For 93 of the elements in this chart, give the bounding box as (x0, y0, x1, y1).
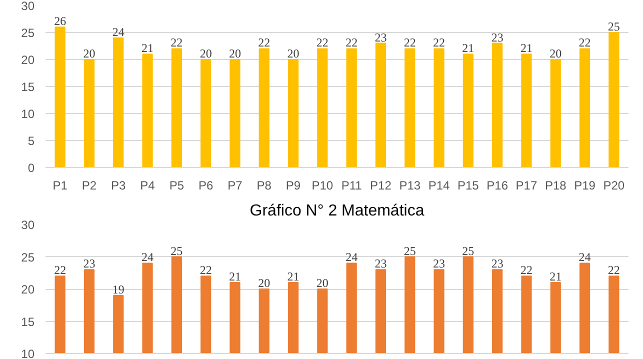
data-label: 20 (83, 46, 96, 60)
bar (608, 32, 620, 168)
data-label: 22 (346, 36, 358, 50)
data-label: 22 (200, 263, 212, 278)
y-tick-label: 5 (28, 134, 35, 148)
data-label: 24 (578, 250, 591, 264)
data-label: 22 (608, 263, 620, 278)
x-tick-label: P1 (52, 178, 68, 192)
data-label: 23 (374, 30, 387, 44)
x-tick-label: P3 (111, 178, 126, 192)
data-label: 20 (200, 46, 212, 60)
x-tick-label: P4 (140, 178, 156, 192)
data-label: 22 (170, 36, 183, 50)
x-tick-label: P17 (516, 178, 538, 192)
bar (579, 48, 590, 168)
data-label: 23 (433, 256, 446, 271)
bar (492, 42, 503, 168)
bar (142, 54, 153, 168)
data-label: 23 (491, 256, 504, 271)
data-label: 23 (374, 256, 387, 271)
x-tick-label: P12 (370, 178, 392, 192)
y-tick-label: 10 (21, 107, 35, 121)
y-tick-label: 15 (21, 80, 35, 94)
data-label: 25 (608, 20, 620, 34)
x-tick-label: P20 (603, 178, 625, 192)
y-tick-label: 10 (21, 347, 35, 359)
chart-title: Gráfico N° 2 Matemática (250, 202, 424, 220)
bar (171, 48, 182, 168)
bar (375, 42, 386, 168)
y-tick-label: 30 (21, 218, 35, 232)
y-tick-label: 0 (28, 161, 35, 175)
bar (434, 48, 444, 168)
x-tick-label: P15 (458, 178, 480, 192)
x-tick-label: P14 (428, 178, 450, 192)
bar (317, 48, 328, 168)
bar (258, 48, 270, 168)
data-label: 24 (346, 250, 358, 264)
data-label: 22 (316, 36, 328, 50)
bar (550, 59, 561, 168)
x-tick-label: P18 (544, 178, 567, 192)
data-label: 21 (520, 41, 532, 56)
y-tick-label: 20 (21, 53, 35, 67)
x-tick-label: P6 (198, 178, 214, 192)
x-tick-label: P2 (82, 178, 97, 192)
data-label: 23 (83, 256, 96, 271)
data-label: 19 (112, 282, 124, 296)
data-label: 22 (433, 36, 446, 50)
data-label: 22 (258, 36, 270, 50)
data-label: 22 (54, 263, 66, 278)
data-label: 20 (287, 46, 300, 60)
y-tick-label: 15 (21, 314, 35, 329)
x-tick-label: P7 (228, 178, 243, 192)
x-tick-label: P19 (574, 178, 596, 192)
x-tick-label: P9 (286, 178, 301, 192)
bar (404, 48, 416, 168)
x-tick-label: P5 (169, 178, 184, 192)
bar (113, 37, 124, 168)
bar (200, 59, 212, 168)
bar (346, 48, 357, 168)
y-tick-label: 25 (21, 26, 35, 40)
data-label: 20 (228, 46, 241, 60)
bar (288, 59, 299, 168)
data-label: 21 (142, 41, 154, 56)
x-tick-label: P8 (256, 178, 272, 192)
data-label: 25 (404, 244, 416, 258)
data-label: 23 (491, 30, 504, 44)
y-tick-label: 30 (21, 0, 35, 13)
data-label: 22 (404, 36, 416, 50)
data-label: 20 (258, 276, 270, 290)
data-label: 22 (520, 263, 532, 278)
bar (462, 54, 474, 168)
x-tick-label: P16 (486, 178, 508, 192)
data-label: 22 (578, 36, 591, 50)
y-tick-label: 20 (21, 282, 35, 296)
data-label: 21 (550, 270, 562, 284)
data-label: 24 (142, 250, 154, 264)
data-label: 20 (550, 46, 562, 60)
data-label: 25 (170, 244, 183, 258)
x-tick-label: P10 (312, 178, 334, 192)
x-tick-label: P11 (341, 178, 362, 192)
data-label: 26 (54, 14, 66, 28)
bar (230, 59, 240, 168)
data-label: 24 (112, 24, 124, 39)
bar (54, 26, 66, 168)
data-label: 21 (228, 270, 241, 284)
data-label: 20 (316, 276, 328, 290)
x-tick-label: P13 (399, 178, 421, 192)
bar (84, 59, 95, 168)
data-label: 21 (287, 270, 300, 284)
data-label: 21 (462, 41, 474, 56)
bar (521, 54, 532, 168)
data-label: 25 (462, 244, 474, 258)
y-tick-label: 25 (21, 250, 35, 264)
